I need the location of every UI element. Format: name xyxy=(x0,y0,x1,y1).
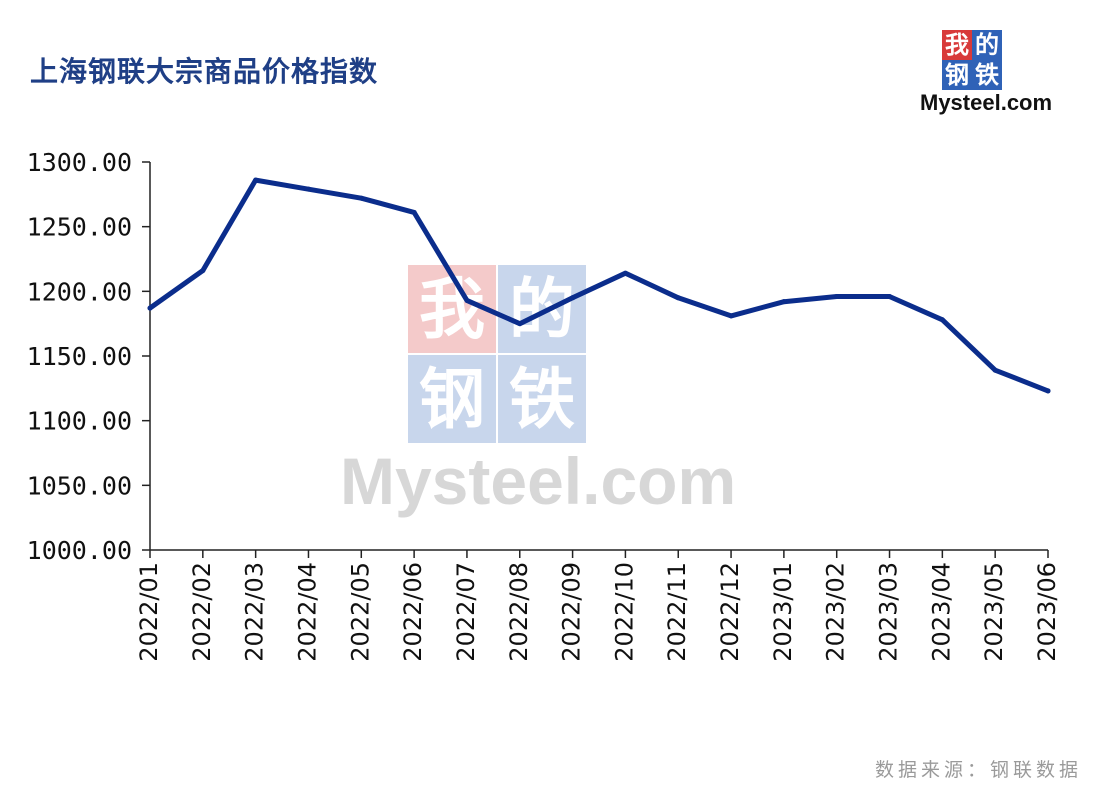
data-point xyxy=(305,186,311,192)
x-tick-label: 2023/01 xyxy=(769,562,797,662)
x-tick-label: 2023/03 xyxy=(875,562,903,662)
series-line xyxy=(147,177,1051,394)
logo-char: 的 xyxy=(972,30,1002,60)
data-point xyxy=(939,317,945,323)
logo-site-text: Mysteel.com xyxy=(920,90,1053,115)
x-tick-label: 2022/06 xyxy=(399,562,427,662)
data-point xyxy=(675,295,681,301)
data-point xyxy=(570,295,576,301)
x-tick-label: 2023/02 xyxy=(822,562,850,662)
y-tick-label: 1150.00 xyxy=(27,342,132,371)
x-tick-label: 2022/09 xyxy=(558,562,586,662)
data-point xyxy=(147,305,153,311)
mysteel-logo: 我 的 钢 铁 Mysteel.com xyxy=(920,30,1070,125)
x-tick-label: 2022/04 xyxy=(293,562,321,662)
data-point xyxy=(1045,388,1051,394)
data-point xyxy=(887,294,893,300)
x-tick-label: 2022/02 xyxy=(188,562,216,662)
data-point xyxy=(200,268,206,274)
x-tick-label: 2023/05 xyxy=(980,562,1008,662)
x-tick-label: 2022/07 xyxy=(452,562,480,662)
x-tick-label: 2022/10 xyxy=(610,562,638,662)
y-tick-label: 1200.00 xyxy=(27,277,132,306)
x-tick-label: 2023/04 xyxy=(927,562,955,662)
y-tick-label: 1050.00 xyxy=(27,471,132,500)
series-layer xyxy=(147,177,1051,394)
data-point xyxy=(834,294,840,300)
logo-char: 铁 xyxy=(972,60,1002,90)
logo-char: 钢 xyxy=(942,60,972,90)
data-point xyxy=(622,270,628,276)
logo-mark: 我 的 钢 铁 xyxy=(942,30,1002,90)
y-tick-label: 1250.00 xyxy=(27,213,132,242)
logo-char: 我 xyxy=(942,30,972,60)
data-point xyxy=(358,195,364,201)
chart-title: 上海钢联大宗商品价格指数 xyxy=(30,55,379,88)
x-axis: 2022/01 2022/02 2022/03 2022/04 2022/05 2022/… xyxy=(135,549,1061,662)
x-tick-label: 2022/11 xyxy=(663,562,691,662)
data-point xyxy=(728,313,734,319)
x-tick-label: 2023/06 xyxy=(1033,562,1061,662)
x-tick-label: 2022/01 xyxy=(135,562,163,662)
data-point xyxy=(411,209,417,215)
data-point xyxy=(464,297,470,303)
source-note: 数据来源：钢联数据 xyxy=(874,759,1082,781)
x-tick-label: 2022/08 xyxy=(505,562,533,662)
y-tick-label: 1300.00 xyxy=(27,148,132,177)
y-tick-label: 1100.00 xyxy=(27,407,132,436)
data-point xyxy=(781,299,787,305)
data-point xyxy=(517,321,523,327)
y-tick-label: 1000.00 xyxy=(27,536,132,565)
data-point xyxy=(253,177,259,183)
y-axis: 1000.00 1050.00 1100.00 1150.00 1200.00 1250.… xyxy=(27,148,151,565)
x-tick-label: 2022/12 xyxy=(716,562,744,662)
data-point xyxy=(992,367,998,373)
x-tick-label: 2022/03 xyxy=(241,562,269,662)
x-tick-label: 2022/05 xyxy=(346,562,374,662)
